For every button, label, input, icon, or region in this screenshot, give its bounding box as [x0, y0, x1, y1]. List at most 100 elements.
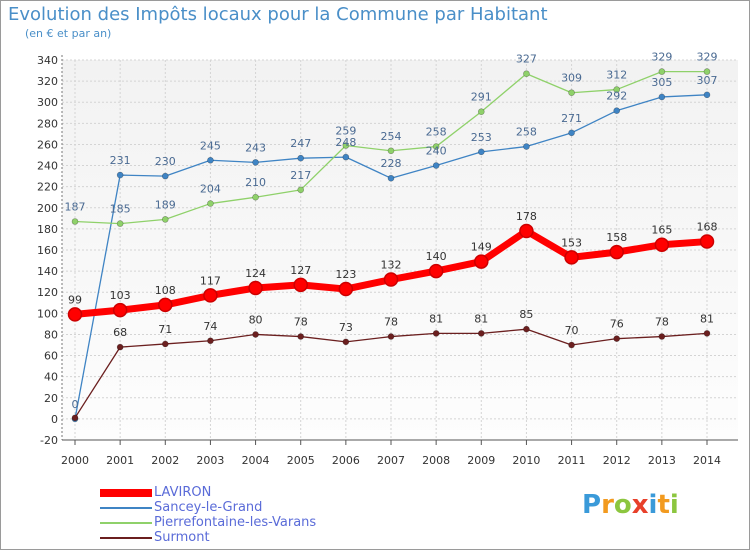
- x-tick-label: 2002: [151, 454, 179, 467]
- data-label: 258: [516, 126, 537, 139]
- data-label: 248: [335, 136, 356, 149]
- data-label: 140: [426, 250, 447, 263]
- data-point: [207, 337, 214, 345]
- data-label: 117: [200, 274, 221, 287]
- data-point: [116, 220, 124, 227]
- x-tick-label: 2006: [332, 454, 360, 467]
- y-tick-label: 20: [44, 392, 58, 405]
- data-point: [477, 108, 485, 116]
- x-tick-label: 2003: [196, 454, 224, 467]
- data-label: 76: [610, 318, 624, 331]
- y-tick-label: 80: [44, 328, 58, 341]
- data-label: 185: [110, 203, 131, 216]
- proxiti-logo: Proxiti: [582, 490, 679, 520]
- data-point: [699, 234, 715, 249]
- data-label: 327: [516, 53, 537, 66]
- data-point: [568, 89, 575, 97]
- data-point: [116, 171, 124, 179]
- data-label: 240: [426, 145, 447, 158]
- data-label: 103: [110, 289, 131, 302]
- x-tick-label: 2010: [512, 454, 540, 467]
- data-label: 127: [290, 264, 311, 277]
- data-point: [67, 307, 83, 322]
- logo-letter: o: [613, 490, 632, 520]
- data-label: 305: [651, 76, 672, 89]
- data-label: 217: [290, 169, 311, 182]
- data-label: 78: [294, 316, 308, 329]
- x-tick-label: 2000: [61, 454, 89, 467]
- data-point: [338, 281, 354, 297]
- data-point: [432, 143, 440, 150]
- data-label: 80: [249, 313, 263, 326]
- data-label: 158: [606, 231, 627, 244]
- data-point: [432, 162, 440, 169]
- legend-swatch-laviron: [100, 488, 152, 497]
- data-point: [387, 147, 395, 155]
- data-point: [523, 325, 530, 333]
- data-point: [387, 174, 395, 182]
- legend-swatch-pierrefontaine: [100, 521, 152, 524]
- chart-subtitle: (en € et par an): [25, 27, 112, 40]
- data-label: 329: [651, 51, 672, 64]
- data-label: 68: [113, 326, 127, 339]
- legend-swatch-surmont: [100, 536, 152, 539]
- data-point: [609, 244, 624, 260]
- data-point: [252, 331, 259, 338]
- legend-item-laviron: LAVIRON: [100, 485, 211, 500]
- data-point: [71, 218, 79, 225]
- legend-label: LAVIRON: [154, 485, 212, 500]
- data-label: 271: [561, 112, 582, 125]
- y-tick-label: 200: [37, 202, 58, 215]
- data-point: [158, 297, 173, 313]
- legend-item-sancey: Sancey-le-Grand: [100, 500, 262, 515]
- data-label: 247: [290, 137, 311, 150]
- data-label: 307: [697, 74, 718, 87]
- legend-label: Pierrefontaine-les-Varans: [154, 515, 317, 530]
- data-label: 210: [245, 176, 266, 189]
- data-label: 71: [158, 323, 172, 336]
- data-point: [568, 129, 575, 137]
- data-point: [523, 143, 530, 150]
- data-point: [71, 414, 79, 422]
- data-label: 309: [561, 72, 582, 85]
- y-tick-label: 40: [44, 371, 58, 384]
- data-point: [658, 93, 666, 101]
- y-tick-label: 160: [37, 244, 58, 257]
- data-label: 258: [426, 126, 447, 139]
- data-point: [207, 156, 214, 164]
- data-point: [203, 288, 218, 303]
- data-point: [654, 237, 670, 252]
- y-tick-label: 320: [37, 75, 58, 88]
- data-point: [613, 107, 621, 114]
- data-point: [613, 335, 621, 342]
- data-label: 78: [655, 316, 669, 329]
- y-tick-label: 120: [37, 286, 58, 299]
- y-tick-label: 340: [37, 54, 58, 67]
- data-label: 108: [155, 284, 176, 297]
- data-point: [568, 341, 575, 349]
- logo-letter: i: [648, 490, 658, 520]
- data-point: [116, 343, 124, 351]
- data-point: [252, 159, 259, 166]
- data-point: [703, 91, 711, 99]
- logo-letter: x: [631, 490, 649, 520]
- data-label: 228: [381, 157, 402, 170]
- data-point: [519, 223, 534, 239]
- data-label: 329: [697, 51, 718, 64]
- data-label: 0: [72, 398, 79, 411]
- data-label: 253: [471, 131, 492, 144]
- y-tick-label: 220: [37, 181, 58, 194]
- y-tick-label: -20: [40, 434, 58, 447]
- data-point: [703, 330, 711, 337]
- legend-label: Sancey-le-Grand: [154, 500, 263, 515]
- data-point: [161, 340, 169, 348]
- x-tick-label: 2004: [242, 454, 270, 467]
- data-point: [161, 216, 169, 223]
- data-point: [161, 172, 169, 180]
- data-point: [252, 193, 259, 201]
- data-label: 292: [606, 90, 627, 103]
- data-label: 74: [203, 320, 217, 333]
- y-tick-label: 0: [51, 413, 58, 426]
- legend-item-surmont: Surmont: [100, 530, 210, 545]
- legend-swatch-sancey: [100, 506, 152, 509]
